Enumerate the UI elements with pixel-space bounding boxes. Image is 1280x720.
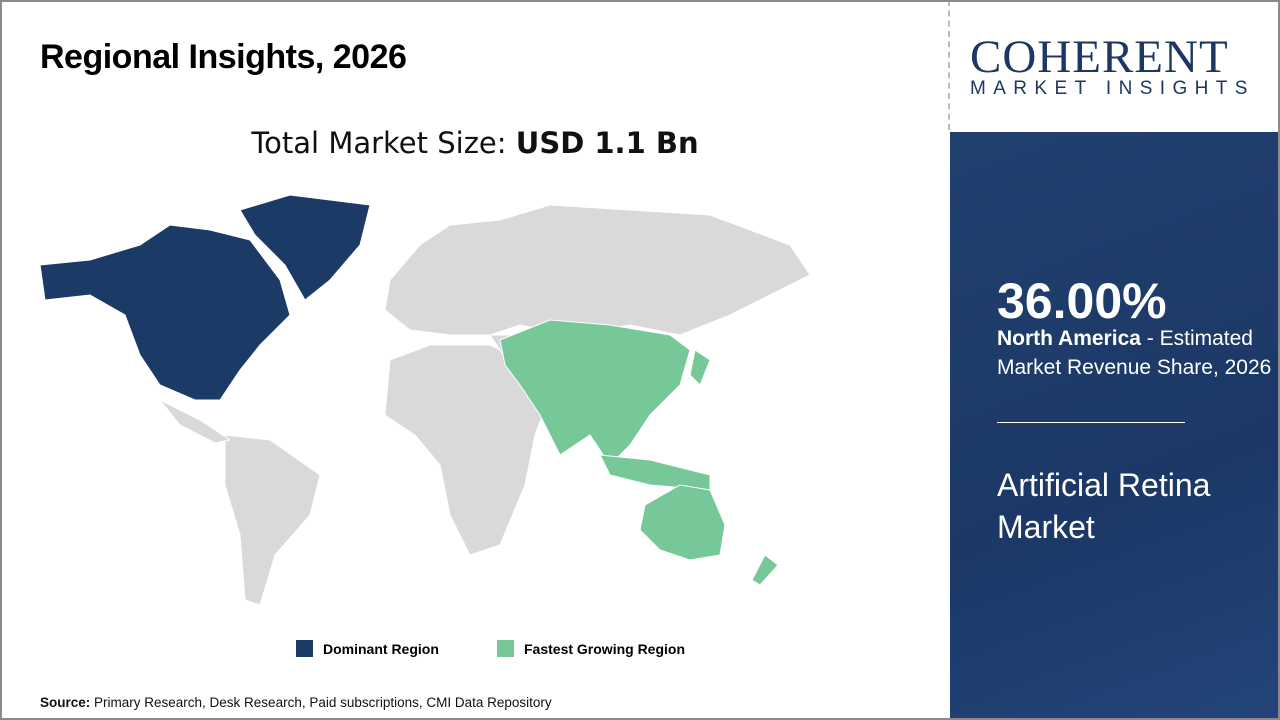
legend-label: Fastest Growing Region [524, 640, 686, 657]
info-panel: 36.00% North America - Estimated Market … [950, 132, 1280, 720]
share-percentage: 36.00% [997, 273, 1167, 329]
map-region-greenland [239, 194, 371, 301]
page-title: Regional Insights, 2026 [40, 38, 407, 76]
legend-swatch-dominant [296, 640, 313, 657]
market-size: Total Market Size: USD 1.1 Bn [0, 126, 950, 160]
legend-fastest: Fastest Growing Region [497, 640, 685, 657]
source-text: Primary Research, Desk Research, Paid su… [90, 695, 552, 710]
share-description: North America - Estimated Market Revenue… [997, 324, 1272, 382]
panel-divider [997, 422, 1185, 423]
legend-swatch-fastest [497, 640, 514, 657]
logo-wordmark: COHERENT [970, 31, 1229, 83]
map-region-central-america [159, 399, 232, 444]
map-region-indonesia [599, 454, 711, 491]
map-region-europe-russia [384, 204, 811, 336]
market-size-value: USD 1.1 Bn [515, 126, 699, 160]
map-region-north-america [39, 224, 291, 401]
market-name: Artificial Retina Market [997, 467, 1211, 545]
market-size-label: Total Market Size: [251, 126, 507, 160]
map-region-new-zealand [751, 554, 779, 586]
map-region-africa [384, 344, 551, 556]
map-region-australia [639, 484, 726, 561]
source-label: Source: [40, 695, 91, 710]
share-caption: - Estimated Market Revenue Share, 2026 [997, 327, 1272, 379]
map-region-japan [689, 349, 711, 386]
legend-dominant: Dominant Region [296, 640, 439, 657]
region-name: North America [997, 327, 1141, 350]
logo: COHERENT MARKET INSIGHTS [950, 0, 1280, 132]
logo-subtitle: MARKET INSIGHTS [970, 78, 1255, 99]
map-region-south-america [224, 434, 321, 606]
world-map [39, 194, 811, 606]
divider [948, 0, 950, 130]
legend-label: Dominant Region [323, 640, 439, 657]
map-region-asia-pacific [499, 319, 691, 466]
source-note: Source: Primary Research, Desk Research,… [40, 695, 552, 710]
